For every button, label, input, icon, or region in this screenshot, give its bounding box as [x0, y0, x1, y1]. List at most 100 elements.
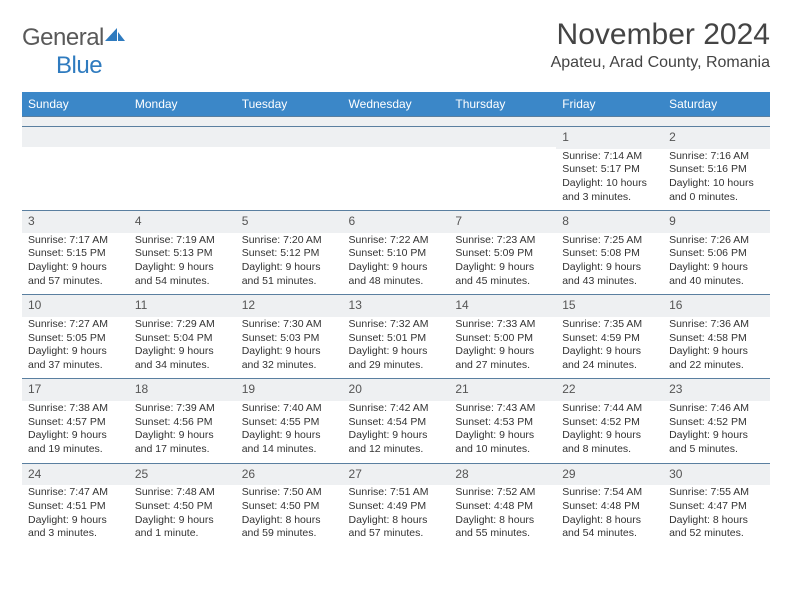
daylight-line: Daylight: 9 hours and 5 minutes.	[669, 429, 764, 456]
sunset-line: Sunset: 4:48 PM	[562, 500, 657, 514]
daylight-line: Daylight: 9 hours and 3 minutes.	[28, 514, 123, 541]
daylight-line: Daylight: 9 hours and 29 minutes.	[349, 345, 444, 372]
day-body: Sunrise: 7:32 AMSunset: 5:01 PMDaylight:…	[343, 317, 450, 379]
day-number: 17	[22, 379, 129, 401]
daylight-line: Daylight: 9 hours and 14 minutes.	[242, 429, 337, 456]
sunrise-line: Sunrise: 7:26 AM	[669, 234, 764, 248]
day-number: 1	[556, 127, 663, 149]
day-body: Sunrise: 7:35 AMSunset: 4:59 PMDaylight:…	[556, 317, 663, 379]
day-number: 18	[129, 379, 236, 401]
day-number: 29	[556, 464, 663, 486]
daylight-line: Daylight: 8 hours and 59 minutes.	[242, 514, 337, 541]
daylight-line: Daylight: 9 hours and 1 minute.	[135, 514, 230, 541]
sunset-line: Sunset: 4:51 PM	[28, 500, 123, 514]
calendar-day-cell: 28Sunrise: 7:52 AMSunset: 4:48 PMDayligh…	[449, 463, 556, 547]
calendar-day-cell: 12Sunrise: 7:30 AMSunset: 5:03 PMDayligh…	[236, 295, 343, 379]
calendar-day-cell: 7Sunrise: 7:23 AMSunset: 5:09 PMDaylight…	[449, 211, 556, 295]
calendar-day-cell: 3Sunrise: 7:17 AMSunset: 5:15 PMDaylight…	[22, 211, 129, 295]
calendar-day-cell: 30Sunrise: 7:55 AMSunset: 4:47 PMDayligh…	[663, 463, 770, 547]
day-body: Sunrise: 7:33 AMSunset: 5:00 PMDaylight:…	[449, 317, 556, 379]
calendar-table: SundayMondayTuesdayWednesdayThursdayFrid…	[22, 92, 770, 547]
day-body: Sunrise: 7:44 AMSunset: 4:52 PMDaylight:…	[556, 401, 663, 463]
calendar-day-cell	[129, 127, 236, 211]
sunset-line: Sunset: 4:49 PM	[349, 500, 444, 514]
daylight-line: Daylight: 9 hours and 17 minutes.	[135, 429, 230, 456]
daylight-line: Daylight: 8 hours and 57 minutes.	[349, 514, 444, 541]
day-body: Sunrise: 7:47 AMSunset: 4:51 PMDaylight:…	[22, 485, 129, 547]
calendar-day-cell: 4Sunrise: 7:19 AMSunset: 5:13 PMDaylight…	[129, 211, 236, 295]
day-body: Sunrise: 7:39 AMSunset: 4:56 PMDaylight:…	[129, 401, 236, 463]
weekday-header: Wednesday	[343, 92, 450, 117]
sunrise-line: Sunrise: 7:25 AM	[562, 234, 657, 248]
sunset-line: Sunset: 5:10 PM	[349, 247, 444, 261]
sunset-line: Sunset: 4:50 PM	[242, 500, 337, 514]
day-body: Sunrise: 7:23 AMSunset: 5:09 PMDaylight:…	[449, 233, 556, 295]
day-body: Sunrise: 7:25 AMSunset: 5:08 PMDaylight:…	[556, 233, 663, 295]
daylight-line: Daylight: 8 hours and 52 minutes.	[669, 514, 764, 541]
title-block: November 2024 Apateu, Arad County, Roman…	[551, 18, 770, 72]
logo-text-blue: Blue	[56, 52, 102, 79]
sunrise-line: Sunrise: 7:22 AM	[349, 234, 444, 248]
sunset-line: Sunset: 5:01 PM	[349, 332, 444, 346]
day-number: 16	[663, 295, 770, 317]
daylight-line: Daylight: 9 hours and 37 minutes.	[28, 345, 123, 372]
day-number: 21	[449, 379, 556, 401]
daylight-line: Daylight: 9 hours and 51 minutes.	[242, 261, 337, 288]
day-number: 5	[236, 211, 343, 233]
day-body: Sunrise: 7:14 AMSunset: 5:17 PMDaylight:…	[556, 149, 663, 211]
sunrise-line: Sunrise: 7:43 AM	[455, 402, 550, 416]
day-body: Sunrise: 7:19 AMSunset: 5:13 PMDaylight:…	[129, 233, 236, 295]
calendar-day-cell: 20Sunrise: 7:42 AMSunset: 4:54 PMDayligh…	[343, 379, 450, 463]
logo: GeneralBlue	[22, 24, 126, 80]
daylight-line: Daylight: 9 hours and 43 minutes.	[562, 261, 657, 288]
weekday-header: Saturday	[663, 92, 770, 117]
day-body: Sunrise: 7:30 AMSunset: 5:03 PMDaylight:…	[236, 317, 343, 379]
calendar-day-cell	[343, 127, 450, 211]
sunset-line: Sunset: 5:06 PM	[669, 247, 764, 261]
sunset-line: Sunset: 5:13 PM	[135, 247, 230, 261]
sunset-line: Sunset: 5:05 PM	[28, 332, 123, 346]
day-number: 28	[449, 464, 556, 486]
sunset-line: Sunset: 5:04 PM	[135, 332, 230, 346]
header: GeneralBlue November 2024 Apateu, Arad C…	[22, 18, 770, 80]
calendar-day-cell: 5Sunrise: 7:20 AMSunset: 5:12 PMDaylight…	[236, 211, 343, 295]
sunrise-line: Sunrise: 7:52 AM	[455, 486, 550, 500]
day-number: 15	[556, 295, 663, 317]
daylight-line: Daylight: 9 hours and 19 minutes.	[28, 429, 123, 456]
calendar-day-cell: 18Sunrise: 7:39 AMSunset: 4:56 PMDayligh…	[129, 379, 236, 463]
daylight-line: Daylight: 9 hours and 10 minutes.	[455, 429, 550, 456]
day-body: Sunrise: 7:55 AMSunset: 4:47 PMDaylight:…	[663, 485, 770, 547]
weekday-header: Tuesday	[236, 92, 343, 117]
day-body: Sunrise: 7:17 AMSunset: 5:15 PMDaylight:…	[22, 233, 129, 295]
day-body: Sunrise: 7:40 AMSunset: 4:55 PMDaylight:…	[236, 401, 343, 463]
sunrise-line: Sunrise: 7:29 AM	[135, 318, 230, 332]
sunset-line: Sunset: 4:52 PM	[562, 416, 657, 430]
sunrise-line: Sunrise: 7:38 AM	[28, 402, 123, 416]
sunrise-line: Sunrise: 7:40 AM	[242, 402, 337, 416]
calendar-day-cell	[236, 127, 343, 211]
day-number: 14	[449, 295, 556, 317]
sunrise-line: Sunrise: 7:19 AM	[135, 234, 230, 248]
calendar-day-cell: 19Sunrise: 7:40 AMSunset: 4:55 PMDayligh…	[236, 379, 343, 463]
sunset-line: Sunset: 5:03 PM	[242, 332, 337, 346]
day-number: 30	[663, 464, 770, 486]
day-number: 11	[129, 295, 236, 317]
sunrise-line: Sunrise: 7:48 AM	[135, 486, 230, 500]
sunrise-line: Sunrise: 7:33 AM	[455, 318, 550, 332]
sunset-line: Sunset: 5:16 PM	[669, 163, 764, 177]
day-number: 22	[556, 379, 663, 401]
sunset-line: Sunset: 4:59 PM	[562, 332, 657, 346]
location: Apateu, Arad County, Romania	[551, 54, 770, 72]
daylight-line: Daylight: 9 hours and 8 minutes.	[562, 429, 657, 456]
logo-text: GeneralBlue	[22, 24, 126, 80]
calendar-day-cell: 16Sunrise: 7:36 AMSunset: 4:58 PMDayligh…	[663, 295, 770, 379]
sunset-line: Sunset: 5:17 PM	[562, 163, 657, 177]
sunrise-line: Sunrise: 7:17 AM	[28, 234, 123, 248]
sunset-line: Sunset: 4:50 PM	[135, 500, 230, 514]
weekday-header: Sunday	[22, 92, 129, 117]
day-body: Sunrise: 7:42 AMSunset: 4:54 PMDaylight:…	[343, 401, 450, 463]
calendar-day-cell: 9Sunrise: 7:26 AMSunset: 5:06 PMDaylight…	[663, 211, 770, 295]
day-body: Sunrise: 7:26 AMSunset: 5:06 PMDaylight:…	[663, 233, 770, 295]
day-body: Sunrise: 7:43 AMSunset: 4:53 PMDaylight:…	[449, 401, 556, 463]
sunrise-line: Sunrise: 7:14 AM	[562, 150, 657, 164]
